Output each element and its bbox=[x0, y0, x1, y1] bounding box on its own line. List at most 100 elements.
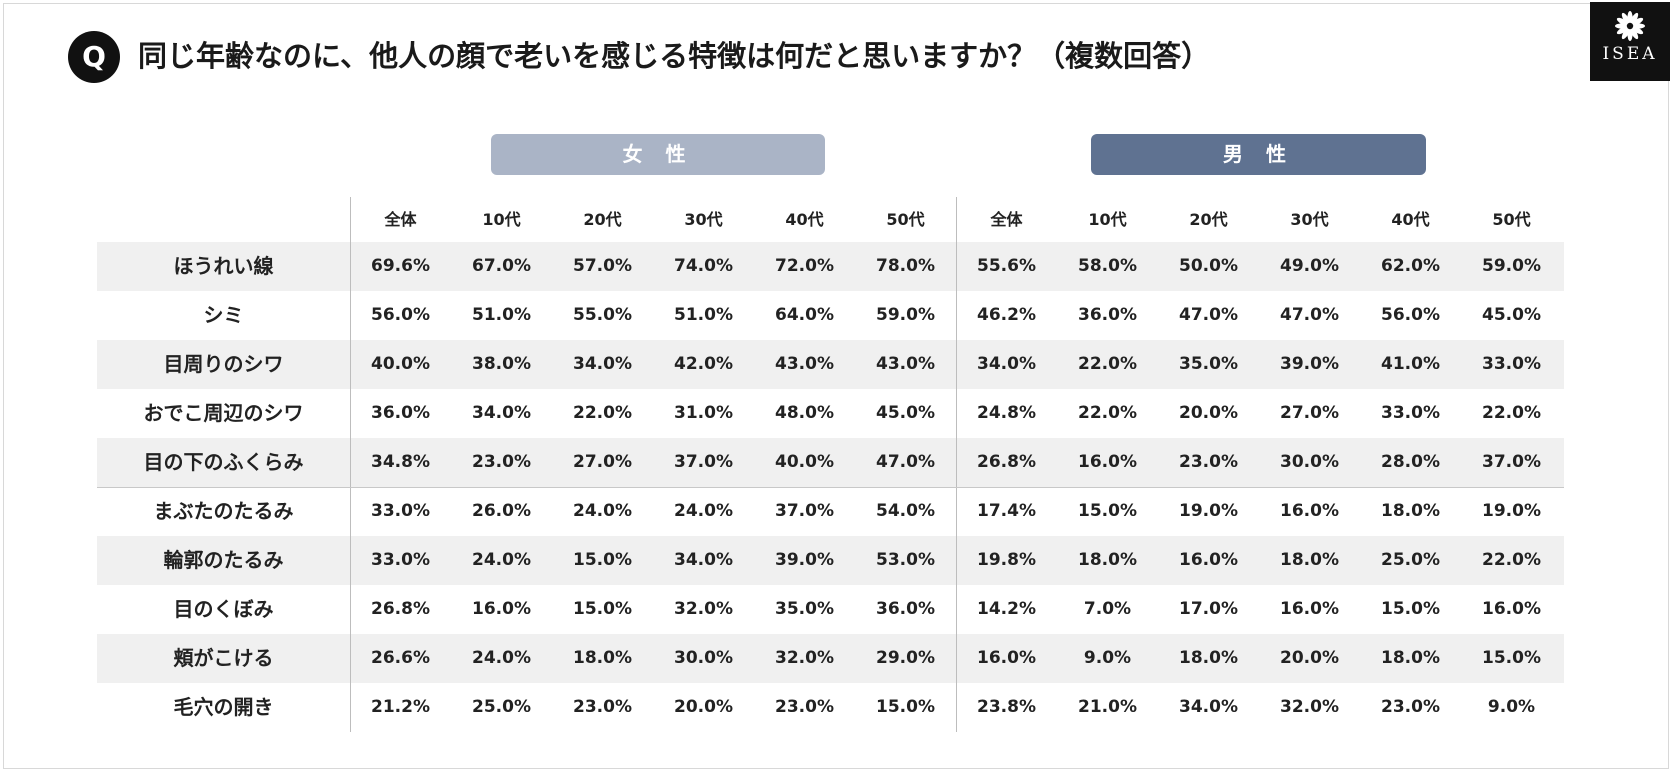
row-label: 毛穴の開き bbox=[173, 695, 274, 719]
group-label-female: 女 性 bbox=[491, 134, 825, 175]
table-row: 目のくぼみ 26.8% 16.0% 15.0% 32.0% 35.0% 36.0% 14.2%… bbox=[97, 585, 1564, 634]
value-cell: 37.0% bbox=[775, 501, 834, 521]
value-cell: 24.0% bbox=[472, 648, 531, 668]
value-cell: 37.0% bbox=[1482, 452, 1541, 472]
value-cell: 26.0% bbox=[472, 501, 531, 521]
value-cell: 18.0% bbox=[1381, 648, 1440, 668]
column-header-male-7: 10代 bbox=[1088, 210, 1127, 229]
value-cell: 47.0% bbox=[1280, 305, 1339, 325]
column-header-female-4: 40代 bbox=[785, 210, 824, 229]
table-row: ほうれい線 69.6% 67.0% 57.0% 74.0% 72.0% 78.0% 55.6%… bbox=[97, 242, 1564, 291]
value-cell: 67.0% bbox=[472, 256, 531, 276]
value-cell: 29.0% bbox=[876, 648, 935, 668]
value-cell: 27.0% bbox=[1280, 403, 1339, 423]
value-cell: 23.0% bbox=[775, 697, 834, 717]
value-cell: 22.0% bbox=[1078, 403, 1137, 423]
table-row: まぶたのたるみ 33.0% 26.0% 24.0% 24.0% 37.0% 54.0% 17.… bbox=[97, 487, 1564, 536]
value-cell: 36.0% bbox=[1078, 305, 1137, 325]
value-cell: 16.0% bbox=[1280, 501, 1339, 521]
value-cell: 49.0% bbox=[1280, 256, 1339, 276]
value-cell: 20.0% bbox=[674, 697, 733, 717]
row-label: まぶたのたるみ bbox=[153, 499, 294, 523]
value-cell: 59.0% bbox=[1482, 256, 1541, 276]
table-row: 目周りのシワ 40.0% 38.0% 34.0% 42.0% 43.0% 43.0% 34.0… bbox=[97, 340, 1564, 389]
brand-logo: ISEA bbox=[1590, 2, 1670, 81]
row-group-divider bbox=[97, 487, 1564, 488]
value-cell: 28.0% bbox=[1381, 452, 1440, 472]
value-cell: 55.6% bbox=[977, 256, 1036, 276]
table-row: 輪郭のたるみ 33.0% 24.0% 15.0% 34.0% 39.0% 53.0% 19.8… bbox=[97, 536, 1564, 585]
value-cell: 15.0% bbox=[1482, 648, 1541, 668]
value-cell: 53.0% bbox=[876, 550, 935, 570]
row-label: おでこ周辺のシワ bbox=[143, 401, 304, 425]
value-cell: 35.0% bbox=[1179, 354, 1238, 374]
value-cell: 16.0% bbox=[977, 648, 1036, 668]
value-cell: 69.6% bbox=[371, 256, 430, 276]
value-cell: 23.0% bbox=[573, 697, 632, 717]
value-cell: 32.0% bbox=[1280, 697, 1339, 717]
value-cell: 46.2% bbox=[977, 305, 1036, 325]
value-cell: 33.0% bbox=[371, 501, 430, 521]
value-cell: 64.0% bbox=[775, 305, 834, 325]
value-cell: 18.0% bbox=[1179, 648, 1238, 668]
value-cell: 24.8% bbox=[977, 403, 1036, 423]
row-label: シミ bbox=[203, 303, 244, 327]
row-label: 目の下のふくらみ bbox=[143, 450, 304, 474]
row-label: 目のくぼみ bbox=[173, 597, 274, 621]
value-cell: 55.0% bbox=[573, 305, 632, 325]
value-cell: 16.0% bbox=[1179, 550, 1238, 570]
value-cell: 51.0% bbox=[674, 305, 733, 325]
value-cell: 26.8% bbox=[977, 452, 1036, 472]
value-cell: 39.0% bbox=[1280, 354, 1339, 374]
value-cell: 21.2% bbox=[371, 697, 430, 717]
value-cell: 20.0% bbox=[1280, 648, 1339, 668]
gender-divider bbox=[956, 197, 957, 732]
value-cell: 72.0% bbox=[775, 256, 834, 276]
value-cell: 33.0% bbox=[1381, 403, 1440, 423]
value-cell: 15.0% bbox=[573, 599, 632, 619]
slide-frame bbox=[3, 3, 1669, 769]
value-cell: 41.0% bbox=[1381, 354, 1440, 374]
value-cell: 50.0% bbox=[1179, 256, 1238, 276]
value-cell: 21.0% bbox=[1078, 697, 1137, 717]
value-cell: 9.0% bbox=[1487, 697, 1536, 717]
value-cell: 34.8% bbox=[371, 452, 430, 472]
value-cell: 56.0% bbox=[1381, 305, 1440, 325]
value-cell: 39.0% bbox=[775, 550, 834, 570]
value-cell: 24.0% bbox=[674, 501, 733, 521]
value-cell: 51.0% bbox=[472, 305, 531, 325]
value-cell: 15.0% bbox=[573, 550, 632, 570]
column-header-female-5: 50代 bbox=[886, 210, 925, 229]
value-cell: 27.0% bbox=[573, 452, 632, 472]
value-cell: 62.0% bbox=[1381, 256, 1440, 276]
value-cell: 19.0% bbox=[1179, 501, 1238, 521]
value-cell: 74.0% bbox=[674, 256, 733, 276]
table-header-row: 全体 10代 20代 30代 40代 50代 全体 10代 20代 30代 40代 50代 bbox=[97, 197, 1564, 242]
value-cell: 23.8% bbox=[977, 697, 1036, 717]
value-cell: 16.0% bbox=[1482, 599, 1541, 619]
value-cell: 23.0% bbox=[1179, 452, 1238, 472]
value-cell: 48.0% bbox=[775, 403, 834, 423]
logo-text: ISEA bbox=[1602, 44, 1658, 64]
flower-icon bbox=[1615, 11, 1645, 41]
value-cell: 22.0% bbox=[1482, 550, 1541, 570]
row-label: 目周りのシワ bbox=[163, 352, 284, 376]
value-cell: 47.0% bbox=[876, 452, 935, 472]
column-header-male-6: 全体 bbox=[990, 210, 1023, 229]
table-row: おでこ周辺のシワ 36.0% 34.0% 22.0% 31.0% 48.0% 45.0% 24… bbox=[97, 389, 1564, 438]
value-cell: 42.0% bbox=[674, 354, 733, 374]
value-cell: 34.0% bbox=[674, 550, 733, 570]
column-header-female-0: 全体 bbox=[384, 210, 417, 229]
value-cell: 30.0% bbox=[1280, 452, 1339, 472]
value-cell: 33.0% bbox=[371, 550, 430, 570]
value-cell: 36.0% bbox=[371, 403, 430, 423]
value-cell: 40.0% bbox=[775, 452, 834, 472]
value-cell: 17.4% bbox=[977, 501, 1036, 521]
value-cell: 34.0% bbox=[472, 403, 531, 423]
table-row: 毛穴の開き 21.2% 25.0% 23.0% 20.0% 23.0% 15.0% 23.8%… bbox=[97, 683, 1564, 732]
label-column-divider bbox=[350, 197, 351, 732]
value-cell: 59.0% bbox=[876, 305, 935, 325]
table-row: シミ 56.0% 51.0% 55.0% 51.0% 64.0% 59.0% 46.2% 36.… bbox=[97, 291, 1564, 340]
value-cell: 24.0% bbox=[573, 501, 632, 521]
value-cell: 14.2% bbox=[977, 599, 1036, 619]
